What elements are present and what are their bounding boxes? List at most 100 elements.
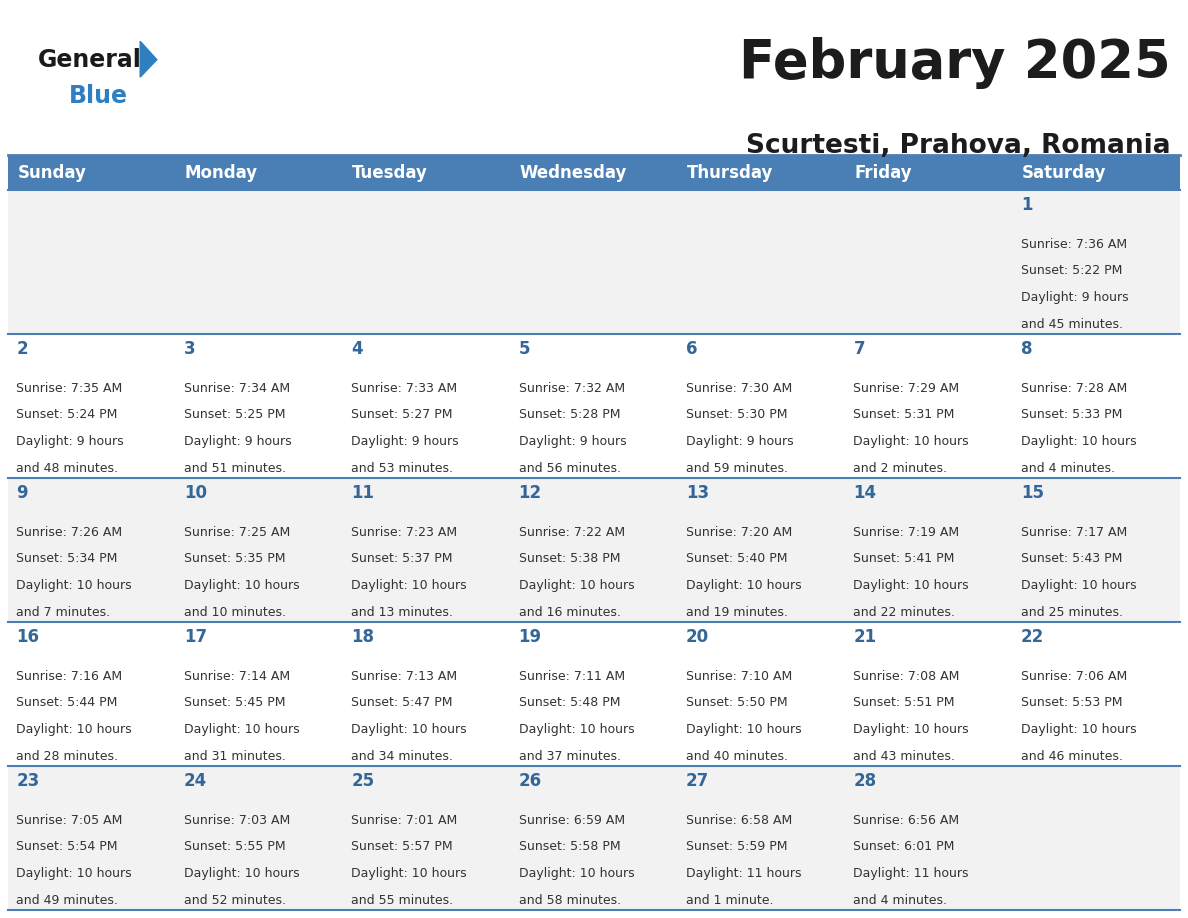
Text: and 58 minutes.: and 58 minutes.	[519, 893, 620, 907]
Bar	[8, 622, 176, 766]
Text: 14: 14	[853, 485, 877, 502]
Bar	[677, 478, 845, 622]
Text: and 22 minutes.: and 22 minutes.	[853, 606, 955, 619]
Text: 1: 1	[1020, 196, 1032, 215]
Bar	[1012, 334, 1180, 478]
Bar	[1012, 190, 1180, 334]
Text: Sunrise: 7:33 AM: Sunrise: 7:33 AM	[352, 382, 457, 395]
Text: Sunrise: 7:32 AM: Sunrise: 7:32 AM	[519, 382, 625, 395]
Text: and 56 minutes.: and 56 minutes.	[519, 462, 620, 475]
Text: and 48 minutes.: and 48 minutes.	[17, 462, 119, 475]
Text: Sunrise: 7:01 AM: Sunrise: 7:01 AM	[352, 813, 457, 827]
Text: Daylight: 10 hours: Daylight: 10 hours	[352, 867, 467, 880]
Text: 27: 27	[685, 772, 709, 790]
Text: Thursday: Thursday	[687, 163, 773, 182]
Text: Daylight: 10 hours: Daylight: 10 hours	[352, 723, 467, 736]
Text: 24: 24	[184, 772, 207, 790]
Text: Sunrise: 7:06 AM: Sunrise: 7:06 AM	[1020, 670, 1127, 683]
Text: Sunrise: 7:11 AM: Sunrise: 7:11 AM	[519, 670, 625, 683]
Text: Sunset: 5:25 PM: Sunset: 5:25 PM	[184, 409, 285, 421]
Bar	[8, 334, 176, 478]
Text: Daylight: 11 hours: Daylight: 11 hours	[685, 867, 802, 880]
Bar	[845, 766, 1012, 910]
Text: Daylight: 9 hours: Daylight: 9 hours	[184, 435, 291, 448]
Text: and 43 minutes.: and 43 minutes.	[853, 750, 955, 763]
Text: Daylight: 10 hours: Daylight: 10 hours	[17, 867, 132, 880]
Text: Sunset: 5:28 PM: Sunset: 5:28 PM	[519, 409, 620, 421]
Text: and 49 minutes.: and 49 minutes.	[17, 893, 118, 907]
Bar	[1012, 766, 1180, 910]
Bar	[176, 478, 343, 622]
Text: 28: 28	[853, 772, 877, 790]
Text: 5: 5	[519, 341, 530, 358]
Text: and 25 minutes.: and 25 minutes.	[1020, 606, 1123, 619]
Text: Sunrise: 6:59 AM: Sunrise: 6:59 AM	[519, 813, 625, 827]
Bar	[176, 190, 343, 334]
Text: 6: 6	[685, 341, 697, 358]
Bar	[343, 622, 511, 766]
Bar	[1012, 155, 1180, 190]
Text: Sunset: 5:34 PM: Sunset: 5:34 PM	[17, 553, 118, 565]
Text: Sunday: Sunday	[18, 163, 87, 182]
Text: Daylight: 10 hours: Daylight: 10 hours	[853, 435, 969, 448]
Text: Sunrise: 7:23 AM: Sunrise: 7:23 AM	[352, 526, 457, 539]
Text: 10: 10	[184, 485, 207, 502]
Text: Sunrise: 7:14 AM: Sunrise: 7:14 AM	[184, 670, 290, 683]
Text: Daylight: 10 hours: Daylight: 10 hours	[519, 579, 634, 592]
Text: Sunset: 5:47 PM: Sunset: 5:47 PM	[352, 697, 453, 710]
Text: Sunset: 5:38 PM: Sunset: 5:38 PM	[519, 553, 620, 565]
Text: Sunrise: 7:25 AM: Sunrise: 7:25 AM	[184, 526, 290, 539]
Text: 13: 13	[685, 485, 709, 502]
Bar	[343, 766, 511, 910]
Text: 3: 3	[184, 341, 195, 358]
Text: Daylight: 10 hours: Daylight: 10 hours	[1020, 579, 1137, 592]
Text: Sunrise: 7:17 AM: Sunrise: 7:17 AM	[1020, 526, 1127, 539]
Bar	[176, 334, 343, 478]
Bar	[1012, 478, 1180, 622]
Text: and 34 minutes.: and 34 minutes.	[352, 750, 453, 763]
Text: 8: 8	[1020, 341, 1032, 358]
Text: 12: 12	[519, 485, 542, 502]
Text: Sunrise: 7:35 AM: Sunrise: 7:35 AM	[17, 382, 122, 395]
Bar	[511, 622, 677, 766]
Text: Daylight: 9 hours: Daylight: 9 hours	[352, 435, 459, 448]
Bar	[511, 478, 677, 622]
Text: Daylight: 10 hours: Daylight: 10 hours	[17, 579, 132, 592]
Bar	[845, 334, 1012, 478]
Text: and 7 minutes.: and 7 minutes.	[17, 606, 110, 619]
Text: Sunrise: 7:29 AM: Sunrise: 7:29 AM	[853, 382, 960, 395]
Bar	[677, 334, 845, 478]
Bar	[845, 622, 1012, 766]
Bar	[343, 155, 511, 190]
Text: and 46 minutes.: and 46 minutes.	[1020, 750, 1123, 763]
Text: Daylight: 10 hours: Daylight: 10 hours	[685, 723, 802, 736]
Text: and 28 minutes.: and 28 minutes.	[17, 750, 119, 763]
Text: Sunset: 5:40 PM: Sunset: 5:40 PM	[685, 553, 788, 565]
Text: Sunset: 5:50 PM: Sunset: 5:50 PM	[685, 697, 788, 710]
Text: 16: 16	[17, 629, 39, 646]
Text: and 59 minutes.: and 59 minutes.	[685, 462, 788, 475]
Text: Sunrise: 7:36 AM: Sunrise: 7:36 AM	[1020, 238, 1127, 251]
Text: 15: 15	[1020, 485, 1044, 502]
Bar	[677, 155, 845, 190]
Text: Daylight: 10 hours: Daylight: 10 hours	[184, 867, 299, 880]
Text: and 52 minutes.: and 52 minutes.	[184, 893, 286, 907]
Text: and 13 minutes.: and 13 minutes.	[352, 606, 453, 619]
Text: Sunset: 5:59 PM: Sunset: 5:59 PM	[685, 840, 788, 854]
Text: and 40 minutes.: and 40 minutes.	[685, 750, 788, 763]
Text: Daylight: 10 hours: Daylight: 10 hours	[184, 723, 299, 736]
Text: and 55 minutes.: and 55 minutes.	[352, 893, 454, 907]
Text: Blue: Blue	[69, 84, 128, 108]
Text: Sunset: 5:54 PM: Sunset: 5:54 PM	[17, 840, 118, 854]
Text: 23: 23	[17, 772, 39, 790]
Text: Sunset: 5:57 PM: Sunset: 5:57 PM	[352, 840, 453, 854]
Text: 4: 4	[352, 341, 362, 358]
Text: 18: 18	[352, 629, 374, 646]
Text: Daylight: 10 hours: Daylight: 10 hours	[1020, 435, 1137, 448]
Text: Sunset: 5:43 PM: Sunset: 5:43 PM	[1020, 553, 1123, 565]
Bar	[845, 190, 1012, 334]
Text: Sunrise: 7:03 AM: Sunrise: 7:03 AM	[184, 813, 290, 827]
Text: February 2025: February 2025	[739, 37, 1170, 89]
Bar	[511, 334, 677, 478]
Text: 11: 11	[352, 485, 374, 502]
